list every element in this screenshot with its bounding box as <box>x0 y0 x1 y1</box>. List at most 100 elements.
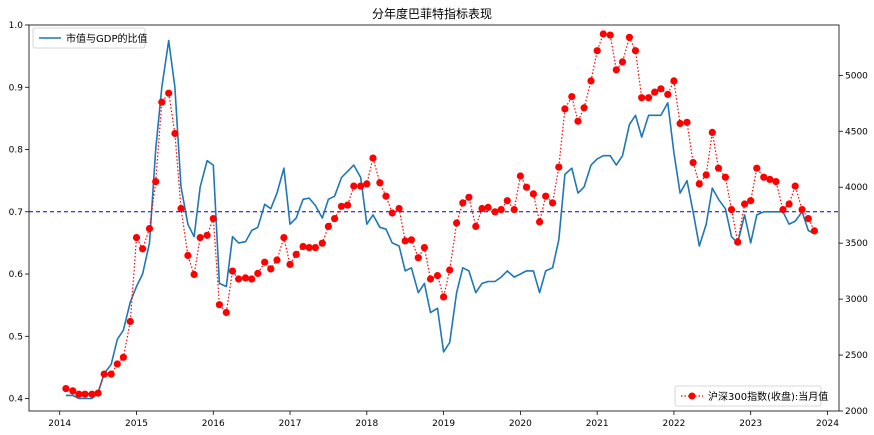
series-point-index <box>785 200 793 208</box>
series-point-index <box>747 197 755 205</box>
series-point-index <box>139 245 147 253</box>
series-point-index <box>708 128 716 136</box>
series-point-index <box>426 275 435 283</box>
series-point-index <box>254 269 262 277</box>
series-point-index <box>177 204 185 213</box>
y-left-tick-label: 0.6 <box>9 270 24 280</box>
series-point-index <box>299 242 307 251</box>
series-point-index <box>606 31 614 39</box>
series-point-index <box>618 58 627 66</box>
series-point-index <box>94 389 102 397</box>
x-tick-label: 2021 <box>586 419 609 429</box>
series-point-index <box>344 201 352 209</box>
series-point-index <box>676 119 684 128</box>
y-right-tick-label: 3500 <box>845 239 868 249</box>
series-point-index <box>357 182 365 190</box>
series-point-index <box>440 293 448 301</box>
series-point-index <box>683 118 691 126</box>
series-line-ratio <box>65 39 815 400</box>
series-point-index <box>215 301 223 309</box>
series-point-index <box>638 94 646 102</box>
series-point-index <box>542 192 550 200</box>
series-point-index <box>580 104 588 112</box>
series-point-index <box>478 204 486 213</box>
series-point-index <box>414 254 422 262</box>
series-point-index <box>190 270 198 279</box>
series-point-index <box>689 159 697 167</box>
series-point-index <box>126 317 134 326</box>
chart-title: 分年度巴菲特指标表现 <box>372 6 492 21</box>
series-point-index <box>203 231 211 239</box>
series-point-index <box>741 200 749 208</box>
series-point-index <box>491 208 499 216</box>
legend-ratio-box <box>32 27 146 49</box>
series-point-index <box>727 206 736 214</box>
series-point-index <box>145 225 154 233</box>
x-tick-label: 2019 <box>432 419 455 429</box>
series-point-index <box>503 197 511 205</box>
y-right-tick-label: 2500 <box>845 351 868 361</box>
legend-index-label: 沪深300指数(收盘):当月值 <box>708 390 828 403</box>
series-point-index <box>228 267 237 275</box>
plot-frame <box>28 24 840 412</box>
y-right-tick-label: 5000 <box>845 71 868 81</box>
x-tick-label: 2018 <box>355 419 378 429</box>
series-point-index <box>350 182 358 190</box>
y-left-tick-label: 0.5 <box>9 332 23 342</box>
plot-area: 2014 2015 2016 2017 2018 2019 2020 2021 2022 2023… <box>9 21 869 429</box>
series-point-index <box>81 390 89 398</box>
series-point-index <box>267 265 275 273</box>
y-left-tick-label: 1.0 <box>9 21 24 31</box>
series-point-index <box>69 387 77 395</box>
legend-index: 沪深300指数(收盘):当月值 <box>674 385 828 407</box>
series-point-index <box>766 175 774 183</box>
series-point-index <box>75 390 83 398</box>
series-point-index <box>382 192 390 200</box>
series-point-index <box>331 215 339 223</box>
series-point-index <box>798 206 806 214</box>
x-tick-label: 2017 <box>279 419 302 429</box>
series-point-index <box>158 98 166 106</box>
series-point-index <box>734 238 742 246</box>
series-point-index <box>261 258 269 266</box>
series-point-index <box>779 206 787 214</box>
x-tick-label: 2014 <box>48 419 71 429</box>
series-point-index <box>760 173 768 181</box>
series-point-index <box>593 47 601 55</box>
series-point-index <box>407 236 415 244</box>
series-point-index <box>657 85 665 93</box>
series-point-index <box>645 94 653 102</box>
series-point-index <box>484 203 492 211</box>
series-point-index <box>280 234 288 242</box>
series-point-index <box>62 385 70 393</box>
series-point-index <box>574 117 582 125</box>
series-point-index <box>472 222 480 230</box>
series-point-index <box>670 77 678 85</box>
series-point-index <box>222 308 230 317</box>
series-point-index <box>292 250 300 258</box>
y-right-tick-label: 2000 <box>845 407 868 417</box>
series-point-index <box>549 199 557 207</box>
series-point-index <box>497 206 505 214</box>
x-tick-label: 2015 <box>125 419 148 429</box>
series-point-index <box>714 164 723 172</box>
series-point-index <box>388 209 396 217</box>
series-point-index <box>753 164 761 172</box>
series-point-index <box>273 256 281 264</box>
x-tick-label: 2023 <box>739 419 762 429</box>
series-point-index <box>100 370 108 378</box>
series-point-index <box>171 129 179 138</box>
series-point-index <box>446 266 454 274</box>
legend-ratio: 市值与GDP的比值 <box>32 27 147 49</box>
series-point-index <box>631 47 640 55</box>
y-right-tick-label: 3000 <box>845 295 868 305</box>
series-point-index <box>119 353 127 361</box>
x-tick-label: 2020 <box>509 419 532 429</box>
series-point-index <box>625 33 634 41</box>
series-point-index <box>395 204 403 213</box>
series-point-index <box>516 172 525 180</box>
series-point-index <box>107 370 115 378</box>
x-tick-label: 2024 <box>816 419 839 429</box>
series-point-index <box>587 77 595 85</box>
